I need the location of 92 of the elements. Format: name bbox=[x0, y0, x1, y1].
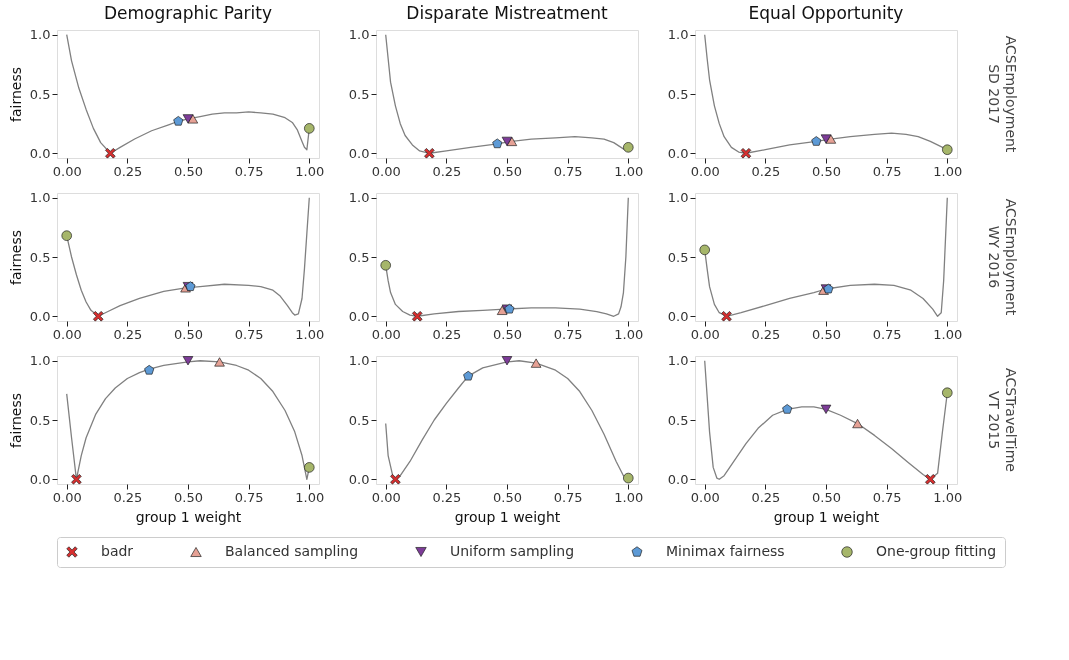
x-tick-label: 0.00 bbox=[690, 489, 720, 505]
x-tick-label: 0.25 bbox=[113, 489, 143, 505]
text: VT 2015 bbox=[986, 390, 1002, 450]
x-tick-label: 1.00 bbox=[295, 326, 325, 342]
x-tick-label: 0.00 bbox=[371, 326, 401, 342]
text: ACSTravelTime bbox=[1003, 368, 1019, 472]
x-tick-label: 0.50 bbox=[812, 489, 841, 505]
y-tick-label: 0.0 bbox=[29, 471, 51, 487]
y-tick-label: 0.0 bbox=[667, 308, 689, 324]
x-tick-label: 0.75 bbox=[234, 489, 264, 505]
x-tick-label: 0.75 bbox=[872, 326, 902, 342]
text: ACSEmployment bbox=[1003, 198, 1019, 316]
legend-label: Balanced sampling bbox=[225, 543, 359, 559]
y-tick-label: 1.0 bbox=[348, 27, 370, 43]
x-tick-label: 0.25 bbox=[751, 489, 781, 505]
x-tick-label: 0.00 bbox=[690, 326, 720, 342]
x-tick-label: 0.50 bbox=[812, 163, 841, 179]
x-tick-label: 0.75 bbox=[872, 489, 902, 505]
x-tick-label: 0.75 bbox=[234, 163, 264, 179]
x-tick-label: 1.00 bbox=[933, 163, 963, 179]
y-tick-label: 1.0 bbox=[29, 190, 51, 206]
y-tick-label: 0.5 bbox=[29, 412, 51, 428]
legend-label: badr bbox=[101, 543, 134, 559]
y-tick-label: 0.5 bbox=[348, 249, 370, 265]
y-tick-label: 0.0 bbox=[667, 145, 689, 161]
text: ACSEmployment bbox=[1003, 35, 1019, 153]
x-tick-label: 0.25 bbox=[751, 163, 781, 179]
chart-title: Demographic Parity bbox=[103, 2, 273, 23]
chart-title: Disparate Mistreatment bbox=[406, 2, 609, 23]
x-tick-label: 0.25 bbox=[432, 326, 462, 342]
x-tick-label: 0.50 bbox=[493, 163, 522, 179]
y-tick-label: 0.5 bbox=[667, 86, 689, 102]
x-tick-label: 0.50 bbox=[174, 163, 203, 179]
legend-label: One-group fitting bbox=[876, 543, 997, 559]
legend-label: Minimax fairness bbox=[666, 543, 785, 559]
x-tick-label: 0.25 bbox=[113, 163, 143, 179]
y-tick-label: 0.5 bbox=[667, 412, 689, 428]
y-tick-label: 0.5 bbox=[348, 412, 370, 428]
y-tick-label: 0.0 bbox=[348, 145, 370, 161]
text: WY 2016 bbox=[986, 225, 1002, 289]
y-tick-label: 1.0 bbox=[667, 27, 689, 43]
y-tick-label: 0.0 bbox=[348, 308, 370, 324]
x-axis-title: group 1 weight bbox=[773, 508, 880, 525]
x-tick-label: 1.00 bbox=[933, 489, 963, 505]
y-tick-label: 1.0 bbox=[348, 190, 370, 206]
y-tick-label: 0.0 bbox=[29, 145, 51, 161]
x-tick-label: 0.00 bbox=[690, 163, 720, 179]
x-tick-label: 0.00 bbox=[52, 489, 82, 505]
y-tick-label: 1.0 bbox=[667, 353, 689, 369]
y-tick-label: 0.0 bbox=[348, 471, 370, 487]
x-tick-label: 0.50 bbox=[812, 326, 841, 342]
x-tick-label: 0.00 bbox=[52, 326, 82, 342]
x-tick-label: 0.75 bbox=[553, 163, 583, 179]
x-tick-label: 0.50 bbox=[493, 489, 522, 505]
y-tick-label: 1.0 bbox=[348, 353, 370, 369]
y-tick-label: 0.0 bbox=[29, 308, 51, 324]
x-tick-label: 0.75 bbox=[872, 163, 902, 179]
x-tick-label: 0.25 bbox=[113, 326, 143, 342]
x-tick-label: 1.00 bbox=[614, 489, 644, 505]
y-axis-title: fairness bbox=[7, 67, 24, 122]
y-tick-label: 0.5 bbox=[667, 249, 689, 265]
y-tick-label: 0.5 bbox=[29, 249, 51, 265]
x-tick-label: 0.75 bbox=[234, 326, 264, 342]
y-tick-label: 0.0 bbox=[667, 471, 689, 487]
x-tick-label: 0.50 bbox=[174, 489, 203, 505]
x-tick-label: 0.00 bbox=[371, 489, 401, 505]
legend-label: Uniform sampling bbox=[450, 543, 575, 559]
x-tick-label: 0.00 bbox=[52, 163, 82, 179]
y-tick-label: 0.5 bbox=[348, 86, 370, 102]
x-tick-label: 0.25 bbox=[432, 489, 462, 505]
x-tick-label: 0.75 bbox=[553, 489, 583, 505]
x-tick-label: 1.00 bbox=[614, 326, 644, 342]
x-tick-label: 0.25 bbox=[432, 163, 462, 179]
x-tick-label: 1.00 bbox=[295, 163, 325, 179]
y-tick-label: 1.0 bbox=[667, 190, 689, 206]
x-tick-label: 0.25 bbox=[751, 326, 781, 342]
x-tick-label: 0.75 bbox=[553, 326, 583, 342]
y-axis-title: fairness bbox=[7, 393, 24, 448]
x-tick-label: 0.50 bbox=[174, 326, 203, 342]
y-tick-label: 1.0 bbox=[29, 27, 51, 43]
x-tick-label: 1.00 bbox=[295, 489, 325, 505]
y-tick-label: 0.5 bbox=[29, 86, 51, 102]
text: SD 2017 bbox=[986, 64, 1002, 124]
x-tick-label: 0.50 bbox=[493, 326, 522, 342]
x-axis-title: group 1 weight bbox=[454, 508, 561, 525]
x-tick-label: 0.00 bbox=[371, 163, 401, 179]
x-tick-label: 1.00 bbox=[933, 326, 963, 342]
chart-title: Equal Opportunity bbox=[748, 2, 904, 23]
x-tick-label: 1.00 bbox=[614, 163, 644, 179]
y-axis-title: fairness bbox=[7, 230, 24, 285]
y-tick-label: 1.0 bbox=[29, 353, 51, 369]
x-axis-title: group 1 weight bbox=[135, 508, 242, 525]
